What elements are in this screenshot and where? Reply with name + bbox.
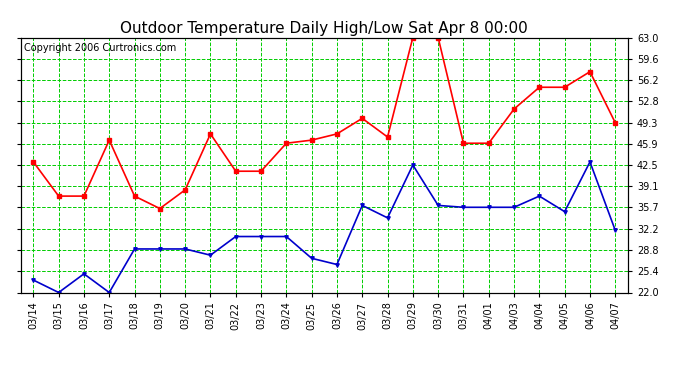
Title: Outdoor Temperature Daily High/Low Sat Apr 8 00:00: Outdoor Temperature Daily High/Low Sat A… bbox=[121, 21, 528, 36]
Text: Copyright 2006 Curtronics.com: Copyright 2006 Curtronics.com bbox=[23, 43, 176, 52]
